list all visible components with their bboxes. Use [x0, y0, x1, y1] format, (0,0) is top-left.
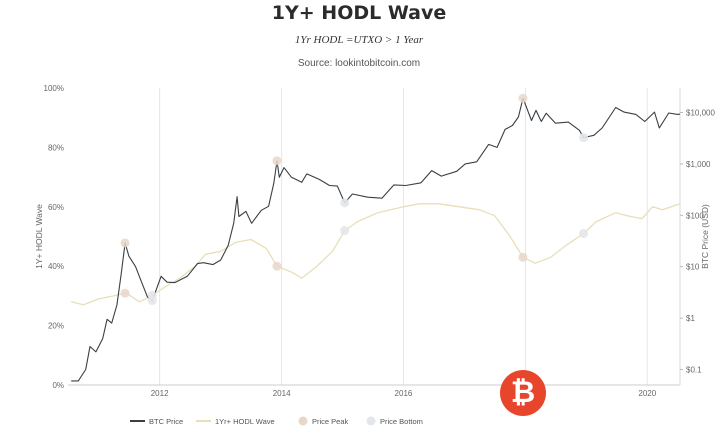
price-peak-marker — [120, 288, 130, 298]
grid-layer — [159, 88, 648, 385]
legend-label: Price Peak — [312, 417, 349, 426]
legend-label: 1Yr+ HODL Wave — [215, 417, 275, 426]
left-y-tick-label: 0% — [52, 381, 64, 390]
price-bottom-marker — [340, 198, 350, 208]
legend-swatch — [366, 416, 376, 426]
legend-label: BTC Price — [149, 417, 183, 426]
left-axis-title: 1Y+ HODL Wave — [34, 204, 44, 269]
hodl-wave-line — [71, 203, 681, 306]
price-bottom-marker — [579, 229, 589, 239]
legend-label: Price Bottom — [380, 417, 423, 426]
axes-layer: 2012 2014 2016 2020 0% 20% 40% 60% 80% 100% $0.1 $1… — [34, 84, 715, 398]
price-peak-marker — [272, 156, 282, 166]
chart-source: Source: lookintobitcoin.com — [297, 58, 421, 69]
legend-swatch — [298, 416, 308, 426]
right-axis-title: BTC Price (USD) — [700, 204, 710, 269]
btc-price-line — [71, 97, 681, 382]
left-y-tick-label: 80% — [48, 143, 64, 152]
chart-subtitle: 1Yr HODL =UTXO > 1 Year — [294, 34, 424, 46]
bitcoin-logo-icon: ₿ — [500, 370, 546, 416]
chart-legend: BTC Price 1Yr+ HODL Wave Price Peak Price B… — [130, 416, 423, 426]
right-y-tick-label: $10 — [686, 263, 700, 272]
x-tick-label: 2020 — [638, 389, 656, 398]
series-layer — [71, 97, 681, 382]
price-peak-marker — [120, 238, 130, 248]
price-peak-marker — [272, 261, 282, 271]
left-y-tick-label: 20% — [48, 322, 64, 331]
right-y-tick-label: $0.1 — [686, 366, 702, 375]
marker-layer — [120, 93, 589, 306]
x-tick-label: 2014 — [273, 389, 291, 398]
right-y-tick-label: $1 — [686, 314, 695, 323]
left-y-tick-label: 40% — [48, 262, 64, 271]
x-tick-label: 2012 — [151, 389, 169, 398]
price-bottom-marker — [579, 133, 589, 143]
chart-title: 1Y+ HODL Wave — [271, 2, 447, 24]
price-peak-marker — [518, 252, 528, 262]
right-y-tick-label: $100 — [686, 211, 704, 220]
right-y-tick-label: $1,000 — [686, 160, 711, 169]
price-peak-marker — [518, 93, 528, 103]
price-bottom-marker — [340, 226, 350, 236]
left-y-tick-label: 60% — [48, 203, 64, 212]
right-y-tick-label: $10,000 — [686, 109, 715, 118]
left-y-tick-label: 100% — [44, 84, 64, 93]
price-bottom-marker — [147, 291, 157, 301]
x-tick-label: 2016 — [395, 389, 413, 398]
